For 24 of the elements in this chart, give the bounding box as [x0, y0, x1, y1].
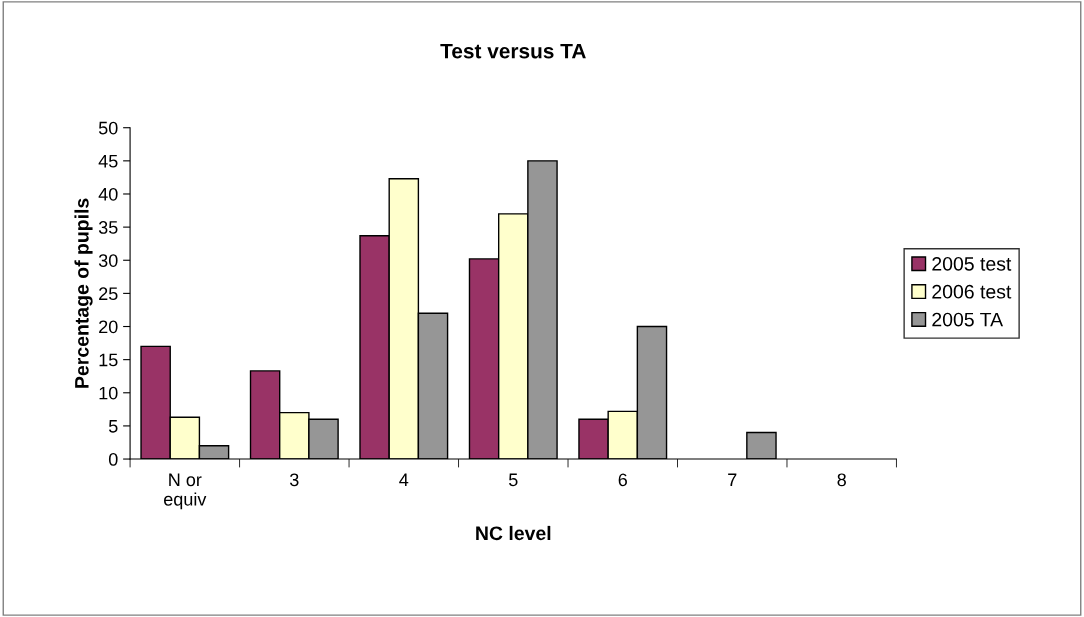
legend-label: 2006 test: [932, 284, 1012, 299]
x-tick-label: 5: [508, 473, 518, 487]
y-tick-label: 20: [99, 320, 118, 334]
y-tick-label: 30: [98, 254, 118, 267]
x-tick-label: N or equiv: [164, 473, 207, 510]
y-tick-label: 25: [99, 287, 118, 301]
x-axis-title: NC level: [476, 525, 551, 541]
x-tick-label: 4: [399, 473, 409, 487]
y-tick-label: 35: [98, 221, 118, 234]
y-tick-label: 45: [98, 154, 118, 168]
y-tick-label: 0: [108, 452, 118, 466]
x-tick-label: 7: [728, 473, 737, 487]
y-axis-title: Percentage of pupils: [74, 198, 93, 388]
y-tick-label: 40: [98, 187, 118, 201]
chart-title: Test versus TA: [440, 43, 586, 59]
y-tick-label: 10: [99, 386, 118, 400]
y-tick-label: 5: [108, 420, 118, 433]
x-tick-label: 8: [837, 473, 846, 487]
x-tick-label: 6: [618, 473, 627, 487]
legend-label: 2005 test: [932, 256, 1012, 271]
y-tick-label: 15: [99, 353, 118, 367]
legend-label: 2005 TA: [932, 312, 1004, 327]
x-tick-label: 3: [289, 473, 299, 487]
y-tick-label: 50: [98, 121, 118, 135]
